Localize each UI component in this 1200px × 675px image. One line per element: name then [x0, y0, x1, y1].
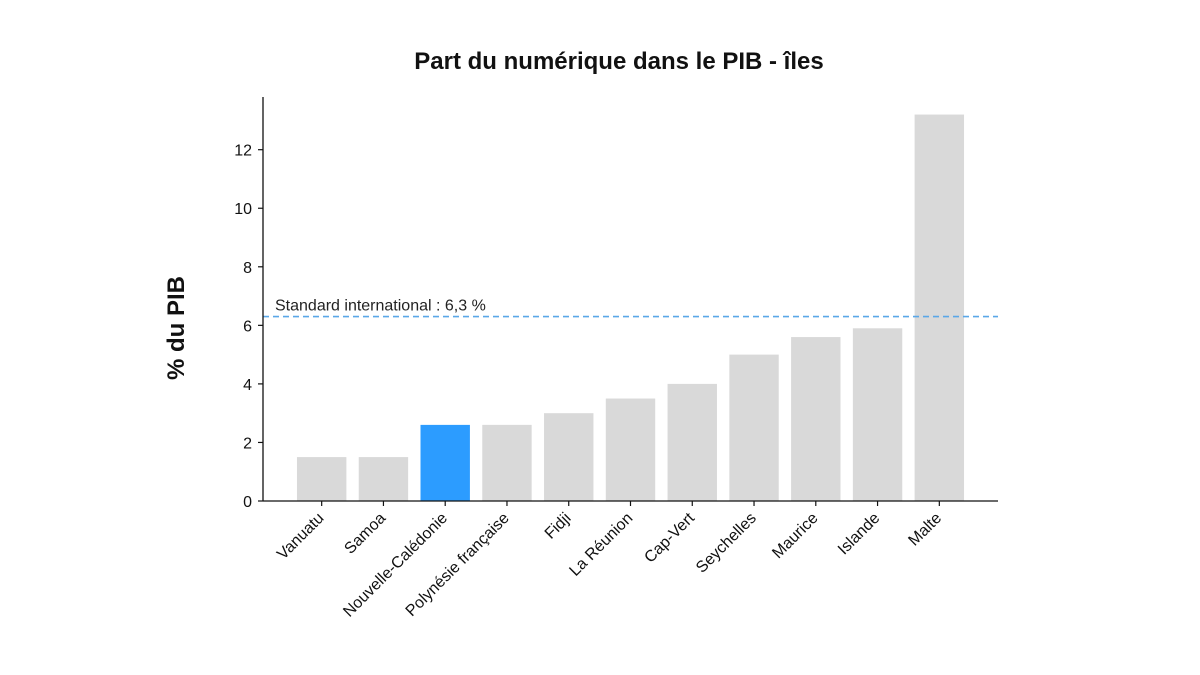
bar-malte — [914, 114, 965, 501]
y-axis-label: % du PIB — [163, 276, 190, 380]
x-tick-label: Polynésie française — [403, 510, 513, 620]
x-tick-label: Maurice — [769, 510, 821, 562]
bar-cap-vert — [667, 383, 717, 501]
x-tick-label: Islande — [835, 510, 884, 559]
bar-seychelles — [729, 354, 779, 501]
x-tick-label: Nouvelle-Calédonie — [340, 510, 451, 621]
y-tick-label: 10 — [234, 201, 252, 218]
x-ticks-group: Vanuatu SamoaNouvelle-CalédoniePolynésie … — [274, 501, 945, 621]
y-tick-label: 12 — [234, 143, 252, 160]
y-tick-label: 4 — [243, 377, 252, 394]
x-tick-label: Vanuatu — [274, 510, 327, 563]
bar-samoa — [358, 457, 409, 501]
y-tick-label: 6 — [243, 318, 252, 335]
x-tick-label: La Réunion — [566, 510, 636, 580]
bar-nouvelle-cal-donie — [420, 424, 470, 501]
y-tick-label: 2 — [243, 435, 252, 452]
x-tick-label: Samoa — [341, 510, 389, 558]
bar-maurice — [791, 337, 841, 501]
x-tick-label: Fidji — [542, 510, 575, 543]
bar-islande — [852, 328, 903, 501]
reference-line-group: Standard international : 6,3 % — [263, 298, 998, 318]
bar-vanuatu — [296, 457, 347, 501]
bar-polyn-sie-fran-aise — [482, 424, 532, 501]
bar-la-r-union — [605, 398, 656, 501]
y-tick-label: 8 — [243, 260, 252, 277]
bar-fidji — [544, 413, 594, 501]
chart-title: Part du numérique dans le PIB - îles — [414, 48, 823, 75]
x-tick-label: Cap-Vert — [641, 509, 698, 566]
bars-group — [296, 114, 965, 501]
y-tick-label: 0 — [243, 494, 252, 511]
reference-line-label: Standard international : 6,3 % — [275, 298, 486, 315]
x-tick-label: Malte — [905, 510, 945, 550]
y-ticks-group: 0 2 4 6 8 10 12 — [234, 143, 263, 511]
x-tick-label: Seychelles — [693, 510, 760, 577]
